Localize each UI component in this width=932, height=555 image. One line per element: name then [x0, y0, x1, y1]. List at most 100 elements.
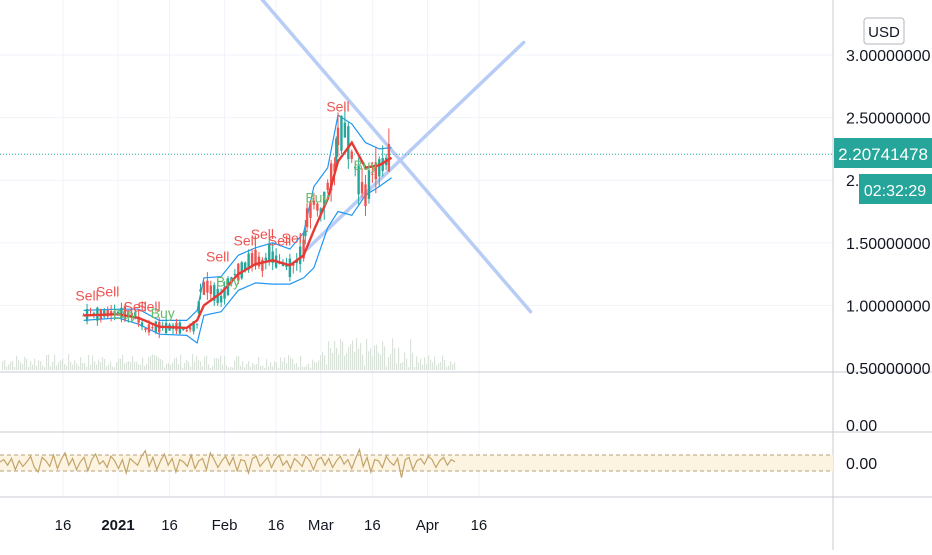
- volume-bar: [158, 357, 160, 370]
- volume-bar: [112, 366, 114, 370]
- volume-bar: [170, 364, 172, 370]
- volume-bar: [252, 363, 254, 370]
- candle-body: [288, 258, 292, 278]
- volume-bar: [66, 365, 68, 370]
- volume-bar: [36, 365, 38, 370]
- volume-bar: [78, 365, 80, 370]
- volume-bar: [220, 355, 222, 370]
- volume-bar: [376, 344, 378, 370]
- volume-bar: [136, 361, 138, 370]
- candle-body: [364, 184, 367, 207]
- candle-body: [360, 182, 364, 194]
- volume-bar: [388, 356, 390, 370]
- volume-bar: [346, 353, 348, 370]
- x-tick-label: Apr: [416, 517, 439, 534]
- volume-bar: [56, 365, 58, 370]
- candle-body: [127, 311, 130, 317]
- volume-bar: [182, 367, 184, 370]
- candle-body: [151, 327, 154, 329]
- volume-bar: [358, 348, 360, 370]
- volume-bar: [144, 366, 146, 370]
- signal-label-sell: Sell: [96, 284, 119, 300]
- volume-bar: [288, 354, 290, 370]
- candle-body: [261, 259, 264, 271]
- volume-bar: [396, 363, 398, 370]
- candle-body: [185, 330, 188, 332]
- volume-bar: [324, 355, 326, 370]
- volume-bar: [362, 354, 364, 370]
- volume-bar: [48, 354, 50, 370]
- volume-bar: [306, 365, 308, 370]
- candle-body: [144, 328, 147, 331]
- volume-bar: [342, 341, 344, 370]
- volume-bar: [38, 360, 40, 370]
- volume-bar: [126, 361, 128, 370]
- candle-body: [387, 143, 391, 172]
- trendline[interactable]: [305, 40, 526, 251]
- candle-body: [343, 122, 347, 138]
- candle-body: [120, 307, 123, 319]
- volume-bar: [360, 343, 362, 370]
- price-series: [0, 104, 833, 345]
- currency-button[interactable]: USD: [863, 17, 905, 45]
- candle-body: [335, 138, 338, 166]
- volume-bar: [364, 365, 366, 370]
- volume-bar: [30, 361, 32, 370]
- y-tick-label: 3.00000000: [846, 48, 931, 65]
- volume-bar: [336, 347, 338, 370]
- volume-bar: [110, 361, 112, 370]
- volume-bar: [298, 366, 300, 370]
- volume-bar: [192, 354, 194, 370]
- volume-bar: [148, 357, 150, 370]
- volume-bar: [290, 357, 292, 370]
- volume-bar: [254, 364, 256, 370]
- volume-bar: [74, 360, 76, 370]
- volume-bar: [286, 363, 288, 370]
- volume-bar: [200, 361, 202, 370]
- candle-body: [305, 208, 309, 228]
- candle-body: [371, 173, 374, 175]
- volume-bar: [40, 361, 42, 370]
- volume-bar: [168, 362, 170, 370]
- candle-body: [329, 163, 333, 191]
- candle-body: [199, 289, 202, 292]
- volume-bar: [134, 361, 136, 370]
- x-tick-label: Mar: [308, 517, 334, 534]
- volume-bar: [102, 357, 104, 370]
- volume-bar: [282, 361, 284, 370]
- candle-body: [304, 230, 307, 237]
- volume-bar: [270, 362, 272, 370]
- volume-bar: [260, 366, 262, 370]
- volume-bar: [334, 340, 336, 370]
- volume-bar: [314, 361, 316, 370]
- candle-body: [292, 263, 295, 266]
- volume-bar: [24, 357, 26, 370]
- signal-label-buy: Buy: [353, 157, 377, 173]
- volume-bar: [52, 361, 54, 370]
- volume-bar: [184, 362, 186, 370]
- signal-label-sell: Sell: [75, 287, 98, 303]
- candle-body: [133, 312, 137, 319]
- candle-body: [202, 282, 206, 295]
- volume-bar: [16, 355, 18, 370]
- volume-bar: [212, 365, 214, 370]
- volume-bar: [408, 367, 410, 370]
- volume-bar: [442, 355, 444, 370]
- volume-bar: [372, 356, 374, 370]
- candle-body: [264, 257, 268, 261]
- volume-bar: [128, 361, 130, 370]
- volume-bar: [90, 364, 92, 370]
- volume-bar: [206, 355, 208, 370]
- x-tick-label: 16: [55, 517, 72, 534]
- oscillator-line: [0, 447, 456, 478]
- volume-bar: [240, 365, 242, 370]
- candle-body: [206, 280, 209, 293]
- volume-bar: [322, 352, 324, 370]
- volume-bar: [92, 355, 94, 370]
- volume-bar: [46, 354, 48, 370]
- candle-body: [268, 244, 271, 262]
- volume-bar: [404, 352, 406, 370]
- candle-body: [147, 324, 151, 333]
